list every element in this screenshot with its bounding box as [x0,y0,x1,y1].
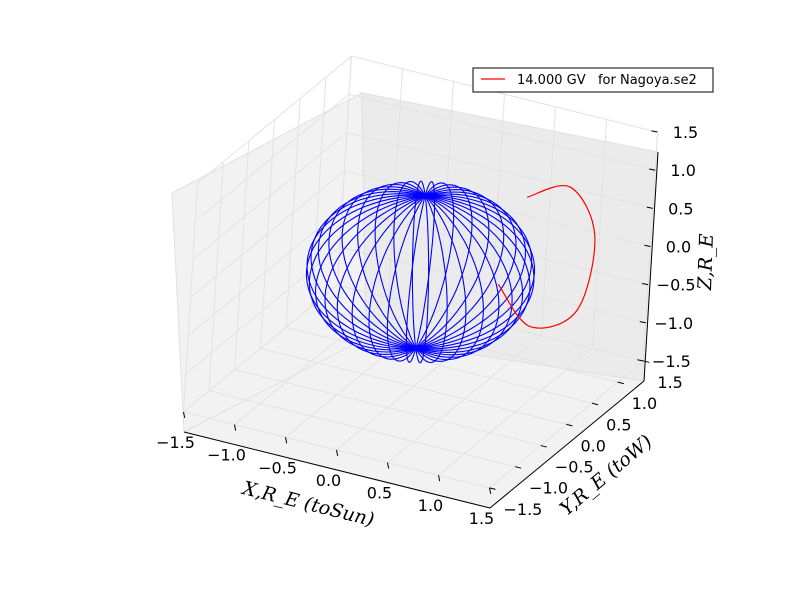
trajectory-line [497,185,596,329]
sphere-meridian [393,180,426,349]
sphere-meridian [317,191,426,349]
sphere-meridian [341,186,426,349]
x-tick-label: 0.5 [367,484,392,503]
x-tick-mark [183,411,186,419]
gridline [197,55,352,184]
x-axis-line [183,431,491,509]
sphere-meridian [305,195,426,349]
z-tick-label: 1.0 [670,161,695,180]
sphere-meridian [415,195,500,358]
gridline [194,93,350,222]
z-tick-mark [637,359,644,362]
sphere-meridian [415,195,484,361]
z-tick-label: −1.5 [652,352,691,371]
x-tick-mark [438,475,441,482]
y-tick-label: 1.0 [632,394,657,413]
sphere-meridian [310,193,426,349]
z-tick-label: 1.5 [673,123,698,142]
sphere-meridian [411,180,426,349]
z-tick-label: −0.5 [657,276,696,295]
x-tick-mark [285,437,288,444]
sphere-meridian [415,189,505,349]
z-tick-mark [649,168,656,171]
gridline [336,56,352,286]
sphere-meridian [415,184,473,349]
gridline [351,55,658,133]
sphere-meridian [415,195,535,350]
sphere-meridian [415,191,517,349]
gridline [337,284,644,362]
sphere-meridian [315,195,426,351]
y-tick-mark [515,466,522,469]
y-tick-label: −1.5 [504,500,543,519]
sphere-meridian [415,195,531,351]
y-tick-mark [643,360,650,363]
x-axis-label: X,R_E (toSun) [239,477,377,531]
z-tick-mark [639,321,646,324]
legend-label: 14.000 GV for Nagoya.se2 [517,73,697,88]
sphere-meridian [415,195,536,349]
y-tick-mark [540,445,547,448]
sphere-meridian [386,195,426,362]
sphere-meridian [415,194,533,349]
gridline [311,305,618,383]
sphere-meridian [415,195,430,364]
x-tick-mark [336,449,339,456]
y-tick-label: 0.0 [580,436,605,455]
x-tick-label: −1.0 [207,446,246,465]
x-tick-label: 1.5 [469,509,494,528]
sphere-meridian [415,195,448,364]
y-tick-mark [489,487,496,490]
x-tick-label: 0.0 [316,471,341,490]
z-tick-label: 0.0 [666,238,691,257]
x-tick-label: −1.5 [156,433,195,452]
sphere-meridian [415,195,524,353]
y-axis-line [489,380,645,509]
x-tick-mark [387,462,390,469]
z-tick-mark [644,244,651,247]
sphere-meridian [308,195,426,350]
y-tick-mark [617,381,624,385]
z-tick-label: −1.0 [654,314,693,333]
y-tick-mark [591,402,599,406]
y-tick-label: 0.5 [606,415,631,434]
x-tick-label: 1.0 [418,496,443,515]
sphere-meridian [415,195,513,356]
x-tick-label: −0.5 [258,458,297,477]
z-tick-mark [642,282,649,286]
z-axis-label: Z,R_E [694,233,718,291]
y-tick-mark [566,423,573,427]
legend: 14.000 GV for Nagoya.se2 [472,67,714,93]
gridlines [183,55,658,489]
z-tick-label: 0.5 [668,199,693,218]
legend-frame [472,67,714,93]
sphere-meridian [324,195,426,353]
sphere-meridian [357,183,426,349]
y-tick-label: 1.5 [657,373,682,392]
x-tick-mark [489,487,492,494]
sphere-meridian [415,195,467,362]
y-tick-label: −0.5 [555,458,594,477]
z-tick-mark [646,206,653,209]
sphere-meridian [415,182,455,349]
sphere-meridian [415,193,526,349]
y-tick-label: −1.0 [529,479,568,498]
sphere-meridian [374,182,426,349]
sphere-meridian [306,194,426,349]
wireframe-sphere [305,180,536,364]
sphere-meridian [328,188,426,349]
sphere-meridian [405,195,426,363]
sphere-meridian [368,195,426,360]
z-axis-line [643,151,659,382]
sphere-meridian [336,195,426,355]
sphere-meridian [415,181,436,349]
gridline [349,93,656,171]
axis-ticks: −1.5−1.5−1.5−1.0−1.0−1.0−0.5 −0.5−0.50.00… [156,123,698,528]
z-tick-mark [651,130,658,133]
x-tick-mark [234,424,237,431]
